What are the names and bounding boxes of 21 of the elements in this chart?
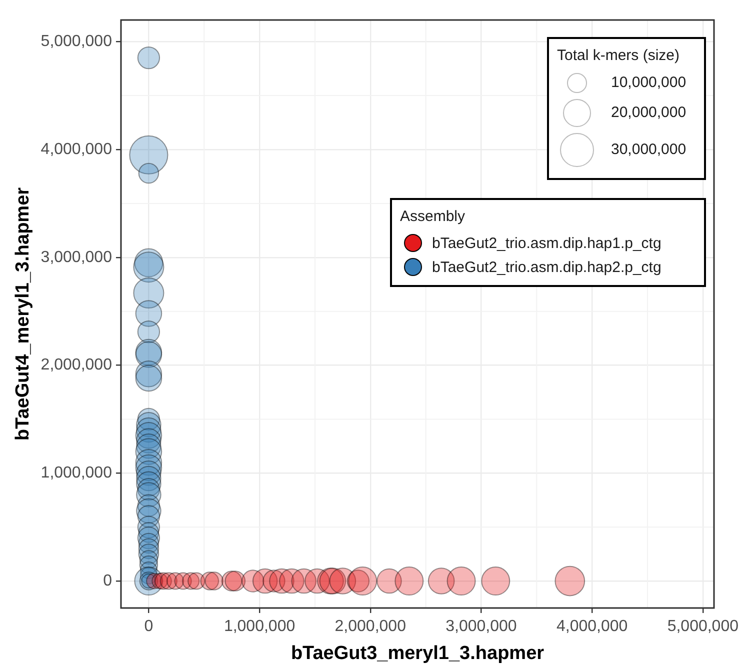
x-tick-label: 4,000,000 [556, 618, 628, 636]
legend-label: 10,000,000 [611, 74, 686, 92]
x-tick-label: 3,000,000 [446, 618, 517, 636]
y-tick-label: 0 [103, 572, 112, 590]
annotation: Total k-mers (size) [557, 47, 681, 64]
y-tick-label: 3,000,000 [40, 248, 112, 266]
legend-title: Assembly [400, 208, 466, 225]
x-tick-label: 1,000,000 [224, 618, 296, 636]
y-tick-label: 5,000,000 [40, 33, 112, 50]
legend-label: bTaeGut2_trio.asm.dip.hap1.p_ctg [432, 234, 662, 252]
y-tick-label: 4,000,000 [40, 140, 112, 158]
y-tick-label: 2,000,000 [40, 356, 112, 374]
legend-label: 20,000,000 [611, 104, 686, 122]
x-tick-label: 5,000,000 [667, 618, 739, 636]
legend-label: bTaeGut2_trio.asm.dip.hap2.p_ctg [432, 258, 662, 276]
y-axis-title: bTaeGut4_meryl1_3.hapmer [12, 186, 34, 441]
x-tick-label: 0 [144, 618, 154, 636]
x-tick-label: 2,000,000 [334, 618, 406, 636]
y-tick-label: 1,000,000 [40, 464, 112, 482]
x-axis-title: bTaeGut3_meryl1_3.hapmer [290, 642, 545, 664]
legend-label: 30,000,000 [611, 141, 686, 158]
